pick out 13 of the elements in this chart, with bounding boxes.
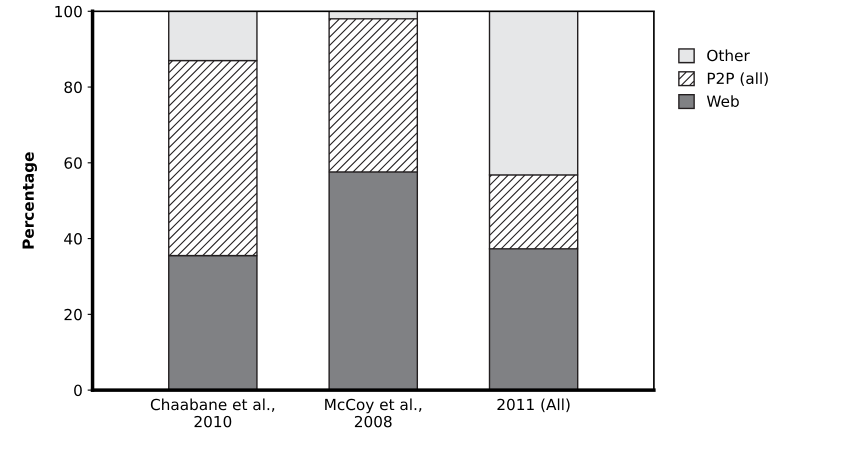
y-tick-label: 60: [64, 157, 82, 169]
y-tick-label: 80: [64, 82, 82, 94]
x-tick-label: 2011 (All): [497, 398, 570, 412]
y-tick-label: 40: [64, 233, 82, 245]
legend-label: Web: [706, 95, 739, 108]
legend-label: Other: [707, 49, 750, 62]
y-tick-label: 20: [64, 308, 82, 320]
legend-label: P2P (all): [708, 72, 768, 86]
y-axis-title: Percentage: [22, 152, 38, 248]
x-tick-label: McCoy et al., 2008: [325, 398, 422, 428]
y-tick-label: 100: [55, 6, 82, 18]
y-tick-label: 0: [74, 384, 82, 396]
x-tick-label: Chaabane et al., 2010: [150, 398, 274, 428]
